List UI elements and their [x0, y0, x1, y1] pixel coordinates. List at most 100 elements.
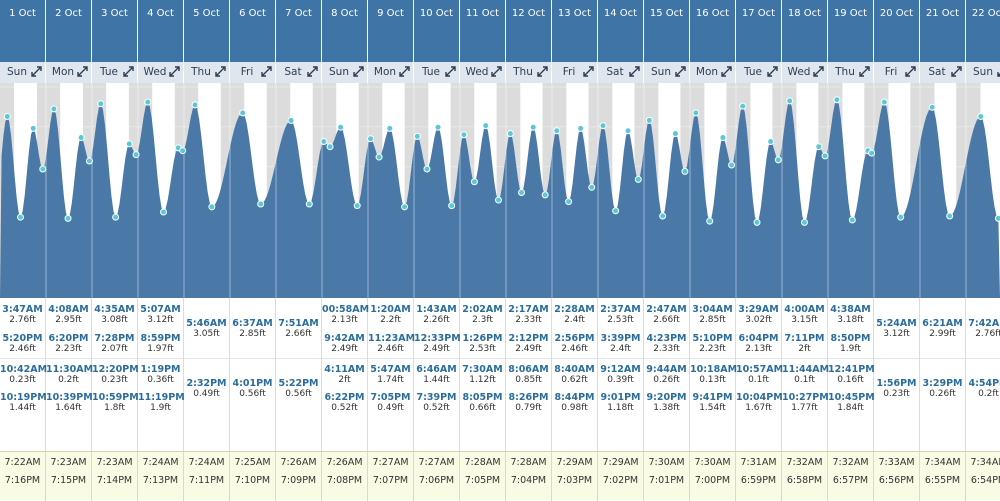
tide-point[interactable]	[353, 202, 361, 210]
tide-point[interactable]	[786, 97, 794, 105]
tide-point[interactable]	[833, 96, 841, 104]
day-column[interactable]: 6 Oct Fri	[230, 0, 276, 83]
day-column[interactable]: 12 Oct Thu	[506, 0, 552, 83]
tide-point[interactable]	[144, 98, 152, 106]
day-column[interactable]: 7 Oct Sat	[276, 0, 322, 83]
tide-point[interactable]	[413, 132, 421, 140]
expand-arrows-icon[interactable]	[77, 66, 88, 77]
expand-arrows-icon[interactable]	[445, 66, 456, 77]
tide-point[interactable]	[64, 214, 72, 222]
tide-point[interactable]	[529, 123, 537, 131]
tide-point[interactable]	[821, 152, 829, 160]
expand-arrows-icon[interactable]	[169, 66, 180, 77]
tide-point[interactable]	[112, 213, 120, 221]
tide-point[interactable]	[659, 212, 667, 220]
expand-arrows-icon[interactable]	[905, 66, 916, 77]
expand-arrows-icon[interactable]	[537, 66, 548, 77]
expand-arrows-icon[interactable]	[399, 66, 410, 77]
tide-point[interactable]	[645, 116, 653, 124]
day-column[interactable]: 2 Oct Mon	[46, 0, 92, 83]
tide-point[interactable]	[577, 124, 585, 132]
tide-point[interactable]	[132, 151, 140, 159]
tide-point[interactable]	[767, 138, 775, 146]
tide-point[interactable]	[470, 178, 478, 186]
expand-arrows-icon[interactable]	[353, 66, 364, 77]
tide-point[interactable]	[39, 165, 47, 173]
tide-point[interactable]	[320, 138, 328, 146]
tide-point[interactable]	[553, 127, 561, 135]
tide-point[interactable]	[77, 134, 85, 142]
expand-arrows-icon[interactable]	[859, 66, 870, 77]
day-column[interactable]: 17 Oct Tue	[736, 0, 782, 83]
tide-point[interactable]	[208, 203, 216, 211]
tide-point[interactable]	[367, 135, 375, 143]
tide-point[interactable]	[565, 198, 573, 206]
tide-point[interactable]	[848, 216, 856, 224]
tide-point[interactable]	[460, 131, 468, 139]
tide-point[interactable]	[774, 156, 782, 164]
tide-point[interactable]	[541, 191, 549, 199]
tide-point[interactable]	[612, 207, 620, 215]
tide-point[interactable]	[29, 124, 37, 132]
tide-point[interactable]	[337, 123, 345, 131]
tide-point[interactable]	[897, 213, 905, 221]
tide-point[interactable]	[50, 105, 58, 113]
tide-point[interactable]	[401, 203, 409, 211]
day-column[interactable]: 9 Oct Mon	[368, 0, 414, 83]
expand-arrows-icon[interactable]	[307, 66, 318, 77]
tide-point[interactable]	[692, 109, 700, 117]
tide-point[interactable]	[326, 143, 334, 151]
day-column[interactable]: 16 Oct Mon	[690, 0, 736, 83]
tide-point[interactable]	[375, 153, 383, 161]
tide-point[interactable]	[239, 109, 247, 117]
tide-point[interactable]	[671, 130, 679, 138]
tide-point[interactable]	[160, 208, 168, 216]
tide-point[interactable]	[506, 130, 514, 138]
day-column[interactable]: 13 Oct Fri	[552, 0, 598, 83]
expand-arrows-icon[interactable]	[31, 66, 42, 77]
day-column[interactable]: 5 Oct Thu	[184, 0, 230, 83]
tide-point[interactable]	[3, 112, 11, 120]
day-column[interactable]: 10 Oct Tue	[414, 0, 460, 83]
tide-point[interactable]	[815, 143, 823, 151]
tide-point[interactable]	[17, 213, 25, 221]
expand-arrows-icon[interactable]	[721, 66, 732, 77]
expand-arrows-icon[interactable]	[261, 66, 272, 77]
expand-arrows-icon[interactable]	[215, 66, 226, 77]
expand-arrows-icon[interactable]	[629, 66, 640, 77]
tide-point[interactable]	[706, 217, 714, 225]
tide-point[interactable]	[494, 196, 502, 204]
day-column[interactable]: 14 Oct Sat	[598, 0, 644, 83]
day-column[interactable]: 21 Oct Sat	[920, 0, 966, 83]
expand-arrows-icon[interactable]	[675, 66, 686, 77]
day-column[interactable]: 3 Oct Tue	[92, 0, 138, 83]
expand-arrows-icon[interactable]	[583, 66, 594, 77]
tide-point[interactable]	[753, 218, 761, 226]
tide-point[interactable]	[423, 165, 431, 173]
tide-point[interactable]	[191, 101, 199, 109]
tide-point[interactable]	[482, 122, 490, 130]
tide-point[interactable]	[386, 124, 394, 132]
tide-point[interactable]	[624, 127, 632, 135]
tide-point[interactable]	[728, 161, 736, 169]
tide-point[interactable]	[681, 167, 689, 175]
tide-point[interactable]	[588, 183, 596, 191]
tide-point[interactable]	[305, 200, 313, 208]
tide-point[interactable]	[800, 218, 808, 226]
tide-point[interactable]	[946, 212, 954, 220]
tide-point[interactable]	[518, 188, 526, 196]
day-column[interactable]: 8 Oct Sun	[322, 0, 368, 83]
day-column[interactable]: 11 Oct Wed	[460, 0, 506, 83]
tide-point[interactable]	[599, 122, 607, 130]
tide-point[interactable]	[97, 100, 105, 108]
tide-point[interactable]	[739, 102, 747, 110]
day-column[interactable]: 1 Oct Sun	[0, 0, 46, 83]
expand-arrows-icon[interactable]	[951, 66, 962, 77]
day-column[interactable]: 18 Oct Wed	[782, 0, 828, 83]
day-column[interactable]: 22 Oct Sun	[966, 0, 1000, 83]
expand-arrows-icon[interactable]	[767, 66, 778, 77]
tide-point[interactable]	[928, 103, 936, 111]
day-column[interactable]: 20 Oct Fri	[874, 0, 920, 83]
tide-point[interactable]	[994, 214, 1000, 222]
tide-point[interactable]	[448, 202, 456, 210]
